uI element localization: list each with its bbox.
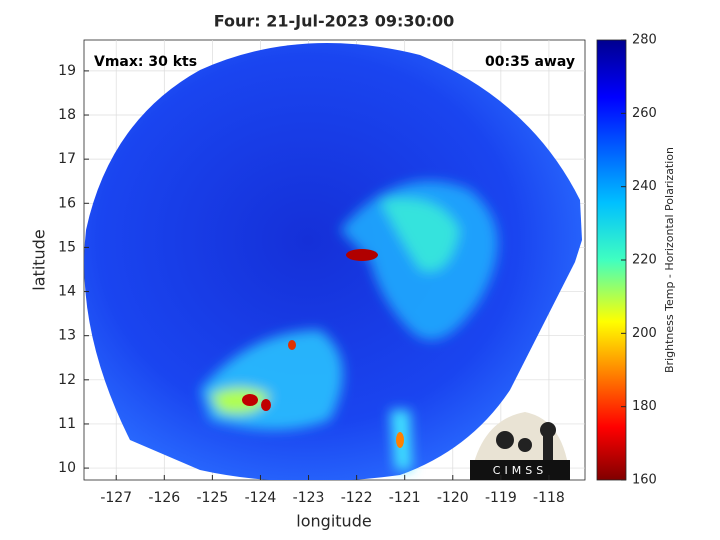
- colorbar-tick-label: 160: [632, 473, 657, 488]
- colorbar-tick-label: 220: [632, 253, 657, 268]
- logo-text: CIMSS: [493, 464, 547, 477]
- x-tick-label: -123: [293, 490, 325, 506]
- x-tick-label: -119: [485, 490, 517, 506]
- colorbar-label: Brightness Temp - Horizontal Polarizatio…: [663, 147, 676, 373]
- y-tick-label: 16: [58, 195, 76, 211]
- y-tick-label: 15: [58, 239, 76, 255]
- x-tick-label: -122: [341, 490, 373, 506]
- x-tick-label: -121: [389, 490, 421, 506]
- y-tick-label: 18: [58, 107, 76, 123]
- x-tick-label: -124: [245, 490, 277, 506]
- swath-image: [84, 43, 582, 480]
- y-tick-label: 12: [58, 372, 76, 388]
- x-tick-label: -127: [100, 490, 132, 506]
- annotation: 00:35 away: [485, 54, 575, 70]
- x-tick-label: -126: [148, 490, 180, 506]
- colorbar-tick-label: 240: [632, 179, 657, 194]
- x-tick-label: -118: [533, 490, 565, 506]
- logo: CIMSS: [470, 412, 570, 480]
- y-tick-label: 13: [58, 328, 76, 344]
- x-axis-label: longitude: [296, 512, 371, 531]
- colorbar-tick-label: 280: [632, 33, 657, 48]
- annotation: Vmax: 30 kts: [94, 54, 197, 70]
- colorbar-tick-label: 180: [632, 399, 657, 414]
- y-tick-label: 10: [58, 460, 76, 476]
- y-tick-label: 11: [58, 416, 76, 432]
- y-tick-label: 19: [58, 63, 76, 79]
- y-tick-label: 17: [58, 151, 76, 167]
- x-tick-label: -120: [437, 490, 469, 506]
- chart-title: Four: 21-Jul-2023 09:30:00: [214, 12, 455, 31]
- colorbar-tick-label: 260: [632, 106, 657, 121]
- x-tick-label: -125: [196, 490, 228, 506]
- y-tick-label: 14: [58, 284, 76, 300]
- colorbar-tick-label: 200: [632, 326, 657, 341]
- y-axis-label: latitude: [30, 229, 49, 290]
